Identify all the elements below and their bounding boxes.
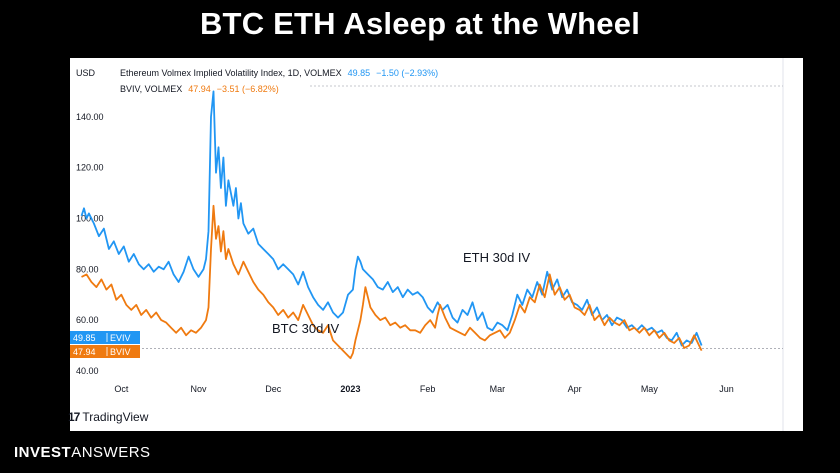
price-tag-value: 47.94 bbox=[73, 347, 96, 357]
legend-value: 49.85 bbox=[348, 68, 371, 78]
price-tag-background bbox=[70, 331, 140, 344]
legend-change: −1.50 (−2.93%) bbox=[376, 68, 438, 78]
eth-30d-iv-annotation: ETH 30d IV bbox=[463, 250, 531, 265]
axes: 40.00 60.00 80.00 100.00 120.00 140.00 Oct Nov D… bbox=[70, 58, 784, 431]
x-tick-label: Feb bbox=[420, 384, 436, 394]
y-tick-label: 60.00 bbox=[76, 315, 99, 325]
y-tick-label: 120.00 bbox=[76, 163, 104, 173]
legend-value: 47.94 bbox=[188, 84, 211, 94]
slide-title: BTC ETH Asleep at the Wheel bbox=[199, 6, 641, 41]
legend-row-eviv[interactable]: Ethereum Volmex Implied Volatility Index… bbox=[120, 68, 438, 78]
tradingview-logo[interactable]: 17 TradingView bbox=[68, 410, 148, 424]
y-tick-label: 80.00 bbox=[76, 264, 99, 274]
legend-series-name: Ethereum Volmex Implied Volatility Index… bbox=[120, 68, 342, 78]
x-tick-label: 2023 bbox=[340, 384, 360, 394]
y-tick-label: 140.00 bbox=[76, 112, 104, 122]
chart-panel: USD Ethereum Volmex Implied Volatility I… bbox=[70, 58, 803, 431]
price-tag-value: 49.85 bbox=[73, 333, 96, 343]
bviv-price-tag: 47.94 BVIV bbox=[70, 345, 140, 358]
bviv-series-line bbox=[81, 204, 703, 360]
x-tick-label: Oct bbox=[114, 384, 129, 394]
eviv-price-tag: 49.85 EVIV bbox=[70, 331, 140, 344]
currency-label: USD bbox=[76, 68, 96, 78]
brand-bold-text: INVEST bbox=[14, 444, 72, 461]
chart-background bbox=[70, 58, 803, 431]
x-tick-label: Jun bbox=[719, 384, 734, 394]
x-tick-label: May bbox=[641, 384, 659, 394]
legend-change: −3.51 (−6.82%) bbox=[217, 84, 279, 94]
price-tag-label: EVIV bbox=[110, 333, 131, 343]
price-tags: 49.85 EVIV 47.94 BVIV bbox=[70, 331, 140, 358]
tradingview-mark-icon: 17 bbox=[68, 410, 80, 424]
y-tick-label: 40.00 bbox=[76, 366, 99, 376]
x-tick-label: Nov bbox=[191, 384, 208, 394]
legend-series-name: BVIV, VOLMEX bbox=[120, 84, 182, 94]
y-tick-label: 100.00 bbox=[76, 213, 104, 223]
price-tag-background bbox=[70, 345, 140, 358]
legend: Ethereum Volmex Implied Volatility Index… bbox=[120, 68, 438, 94]
brand-light-text: ANSWERS bbox=[71, 444, 151, 461]
annotations: ETH 30d IV BTC 30d IV bbox=[272, 250, 531, 336]
brand-logo: INVESTANSWERS bbox=[14, 444, 151, 461]
legend-row-bviv[interactable]: BVIV, VOLMEX 47.94 −3.51 (−6.82%) bbox=[120, 84, 279, 94]
volatility-chart: USD Ethereum Volmex Implied Volatility I… bbox=[70, 58, 803, 431]
x-tick-label: Apr bbox=[568, 384, 582, 394]
btc-30d-iv-annotation: BTC 30d IV bbox=[272, 321, 340, 336]
x-tick-label: Dec bbox=[265, 384, 282, 394]
price-tag-label: BVIV bbox=[110, 347, 131, 357]
x-tick-label: Mar bbox=[490, 384, 506, 394]
tradingview-label: TradingView bbox=[82, 410, 149, 424]
series-lines bbox=[80, 90, 703, 360]
